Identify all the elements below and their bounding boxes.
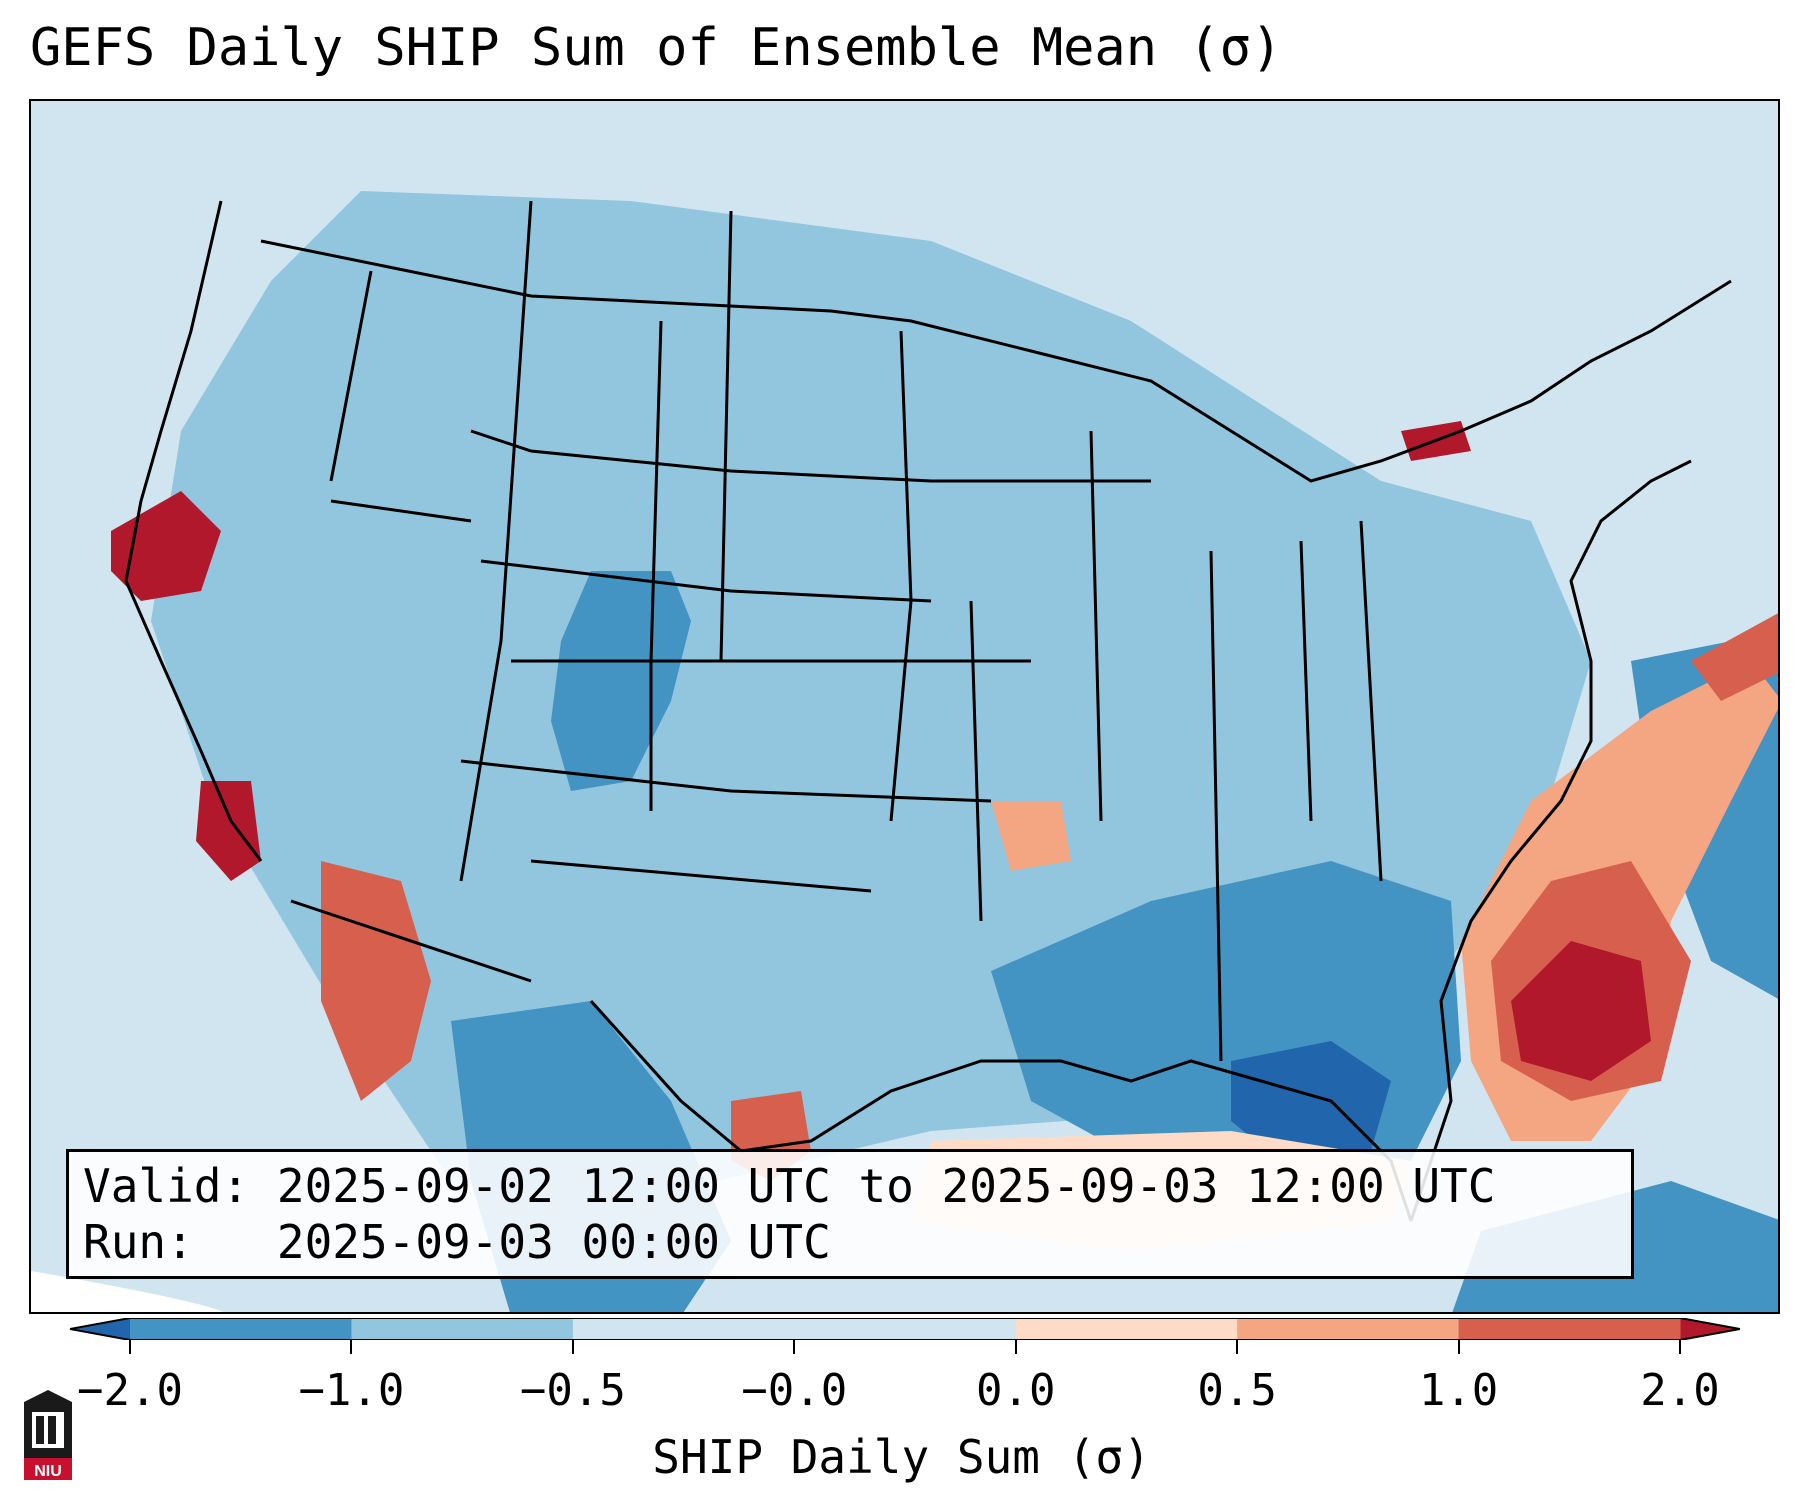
colorbar-tick-mark <box>1236 1340 1239 1354</box>
shading-orange-oklahoma <box>991 801 1071 871</box>
map-outside-region <box>31 1271 224 1312</box>
colorbar-tick-label: 0.0 <box>975 1365 1056 1416</box>
colorbar <box>70 1318 1740 1340</box>
colorbar-tick-mark <box>1457 1340 1460 1354</box>
valid-line: Valid: 2025-09-02 12:00 UTC to 2025-09-0… <box>83 1158 1617 1214</box>
colorbar-tick-mark <box>1014 1340 1017 1354</box>
colorbar-tick-label: −2.0 <box>77 1365 183 1416</box>
colorbar-segment <box>1237 1318 1460 1340</box>
atlantic-coast <box>1409 459 1692 1222</box>
colorbar-segment <box>1458 1318 1681 1340</box>
colorbar-tick-mark <box>129 1340 131 1354</box>
colorbar-tick-label: −0.5 <box>519 1365 626 1416</box>
colorbar-tick-mark <box>350 1340 353 1354</box>
state-lines-a <box>290 429 1151 983</box>
colorbar-tick-label: 2.0 <box>1640 1365 1720 1416</box>
colorbar-tick-label: 1.0 <box>1418 1365 1499 1416</box>
logo-text: NIU <box>34 1463 62 1480</box>
map-title: GEFS Daily SHIP Sum of Ensemble Mean (σ) <box>30 18 1283 78</box>
valid-label: Valid: <box>83 1159 250 1213</box>
university-logo-icon: NIU <box>20 1388 76 1484</box>
colorbar-label: SHIP Daily Sum (σ) <box>652 1430 1151 1484</box>
colorbar-tick-mark <box>571 1340 574 1354</box>
boundary-lines <box>124 200 1732 1222</box>
colorbar-tick-label: −0.0 <box>741 1365 848 1416</box>
colorbar-tick-label: −1.0 <box>298 1365 405 1416</box>
colorbar-tick-mark <box>793 1340 796 1354</box>
valid-text: 2025-09-02 12:00 UTC to 2025-09-03 12:00… <box>276 1159 1496 1213</box>
state-lines-b <box>329 200 1383 1062</box>
colorbar-segment <box>130 1318 352 1340</box>
valid-run-infobox: Valid: 2025-09-02 12:00 UTC to 2025-09-0… <box>66 1149 1634 1279</box>
shading-dark-blue-colorado <box>551 571 691 791</box>
shading-darkred-atlantic <box>1511 941 1651 1081</box>
shading-darkred-baja <box>196 781 261 881</box>
west-coast <box>124 200 263 862</box>
run-line: Run: 2025-09-03 00:00 UTC <box>83 1214 1617 1270</box>
colorbar-extend-left <box>70 1318 130 1340</box>
run-text: 2025-09-03 00:00 UTC <box>276 1215 831 1269</box>
shading-dark-blue-gulf <box>1231 1041 1391 1161</box>
us-canada-border <box>260 239 1732 483</box>
colorbar-segment <box>572 1318 795 1340</box>
shading-red-atlantic-north <box>1691 613 1778 701</box>
run-label: Run: <box>83 1215 194 1269</box>
colorbar-segment <box>794 1318 1017 1340</box>
colorbar-tick-mark <box>1679 1340 1681 1354</box>
colorbar-tick-label: 0.5 <box>1197 1365 1277 1416</box>
colorbar-segment <box>351 1318 574 1340</box>
map-panel <box>29 99 1780 1314</box>
map-canvas <box>31 101 1778 1312</box>
colorbar-extend-right <box>1680 1318 1740 1340</box>
colorbar-segment <box>1015 1318 1238 1340</box>
